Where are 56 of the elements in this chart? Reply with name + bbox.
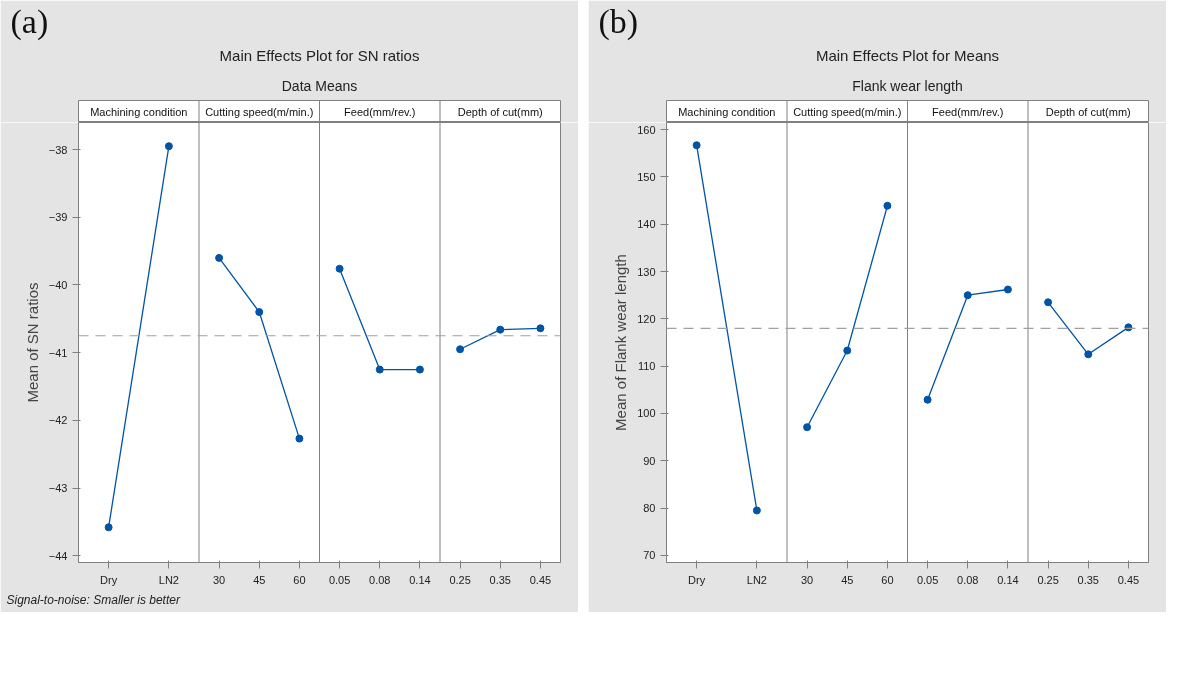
x-tick-label: 0.05 (328, 573, 351, 586)
chart-title: Main Effects Plot for SN ratios (219, 46, 420, 64)
text: Signal-to-noise: Smaller is better (6, 592, 181, 607)
x-tick-label: 45 (841, 573, 854, 586)
text: (a) (10, 2, 49, 41)
x-tick-label: 0.08 (369, 573, 391, 586)
x-tick-label: 0.14 (997, 573, 1019, 586)
x-tick-label: 60 (293, 573, 306, 586)
y-tick-label: 130 (637, 265, 656, 278)
chart-subtitle: Flank wear length (852, 77, 963, 94)
x-tick-label: 0.25 (1037, 573, 1059, 586)
x-tick-label: 45 (253, 573, 266, 586)
y-tick-label: 120 (637, 312, 656, 325)
y-axis-title: Mean of Flank wear length (612, 254, 630, 431)
y-tick-label: −41 (48, 346, 68, 359)
y-tick-label: 160 (637, 123, 656, 136)
text: (b) (598, 2, 639, 41)
text: Depth of cut(mm) (1045, 105, 1131, 118)
x-tick-label: 0.08 (957, 573, 979, 586)
text: Feed(mm/rev.) (932, 105, 1004, 118)
y-axis-title: Mean of SN ratios (23, 282, 41, 403)
x-tick-label: 0.05 (916, 573, 939, 586)
x-tick-label: 0.35 (489, 573, 511, 586)
x-tick-label: 0.45 (1117, 573, 1140, 586)
y-tick-label: 100 (637, 407, 656, 420)
y-tick-label: 150 (637, 170, 656, 183)
x-tick-label: 0.25 (449, 573, 471, 586)
text: Cutting speed(m/min.) (205, 105, 314, 118)
text: Machining condition (678, 105, 776, 118)
y-tick-label: −43 (48, 482, 68, 495)
y-tick-label: −38 (48, 143, 68, 156)
y-tick-label: 110 (637, 360, 656, 373)
y-tick-label: 140 (637, 218, 656, 231)
y-tick-label: −39 (48, 211, 68, 224)
y-tick-label: 80 (643, 502, 656, 515)
x-tick-label: 60 (881, 573, 894, 586)
y-tick-label: −40 (48, 278, 68, 291)
x-tick-label: 0.14 (409, 573, 431, 586)
y-tick-label: 90 (643, 454, 656, 467)
x-tick-label: 30 (212, 573, 226, 586)
text: Machining condition (90, 105, 188, 118)
text: Cutting speed(m/min.) (793, 105, 902, 118)
y-tick-label: 70 (643, 549, 656, 562)
text: Depth of cut(mm) (457, 105, 543, 118)
chart-subtitle: Data Means (281, 77, 358, 94)
x-tick-label: Dry (688, 573, 706, 586)
x-tick-label: 0.35 (1077, 573, 1099, 586)
y-tick-label: −42 (48, 414, 68, 427)
chart-title: Main Effects Plot for Means (815, 46, 1000, 64)
y-tick-label: −44 (48, 549, 68, 562)
text: Feed(mm/rev.) (344, 105, 416, 118)
x-tick-label: LN2 (158, 573, 179, 586)
x-tick-label: 0.45 (529, 573, 552, 586)
x-tick-label: Dry (100, 573, 118, 586)
x-tick-label: 30 (800, 573, 814, 586)
x-tick-label: LN2 (746, 573, 767, 586)
